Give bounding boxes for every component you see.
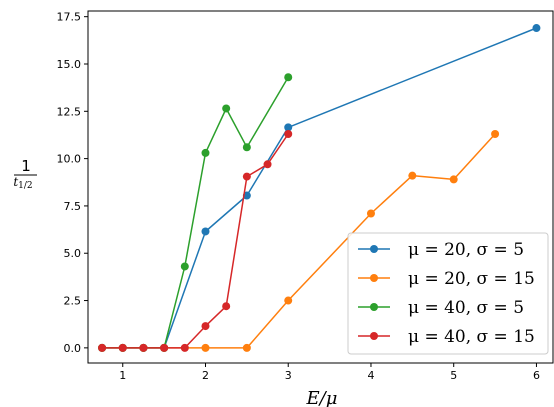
data-point (284, 73, 293, 82)
data-point (284, 130, 293, 139)
y-tick-label: 2.5 (64, 295, 82, 308)
data-point (201, 343, 210, 352)
x-tick-label: 3 (285, 369, 292, 382)
y-tick-label: 5.0 (64, 247, 82, 260)
x-tick-label: 1 (119, 369, 126, 382)
y-tick-label: 10.0 (57, 153, 82, 166)
data-point (532, 24, 541, 33)
data-point (201, 322, 210, 331)
series-line (102, 76, 289, 349)
data-point (242, 172, 251, 181)
data-point (242, 143, 251, 152)
series-4 (98, 130, 293, 352)
data-point (408, 171, 417, 180)
y-axis-label-numerator: 1 (21, 157, 31, 175)
legend-box (347, 232, 549, 355)
x-tick-label: 4 (367, 369, 374, 382)
legend-item: μ = 20, σ = 5 (358, 240, 524, 260)
legend-swatch-marker (370, 303, 378, 311)
y-axis-label-t: t (13, 175, 18, 189)
legend: μ = 20, σ = 5 μ = 20, σ = 15 μ = 40, σ = 5… (347, 232, 549, 355)
data-point (201, 227, 210, 236)
data-point (180, 343, 189, 352)
plot-frame (87, 10, 554, 364)
y-axis-label: 1 t1/2 (13, 157, 37, 191)
legend-item: μ = 40, σ = 15 (358, 327, 535, 347)
series-3 (98, 73, 293, 352)
y-tick-label: 0.0 (64, 342, 82, 355)
legend-label: μ = 20, σ = 5 (408, 240, 524, 260)
data-point (118, 343, 127, 352)
legend-swatch-marker (370, 332, 378, 340)
data-point (284, 123, 293, 132)
series-line (102, 133, 289, 349)
x-tick-label: 2 (202, 369, 209, 382)
legend-swatch-marker (370, 274, 378, 282)
data-point (242, 343, 251, 352)
legend-item: μ = 20, σ = 15 (358, 269, 535, 289)
series-layer (98, 24, 541, 352)
ticks-layer: 1 2 3 4 5 6 0.0 2.5 5.0 7.5 10.0 12.5 15.0 17.5 (57, 11, 540, 382)
legend-label: μ = 20, σ = 15 (408, 269, 535, 289)
data-point (160, 343, 169, 352)
y-tick-label: 17.5 (57, 11, 82, 24)
y-axis-label-subscript: 1/2 (18, 181, 32, 191)
x-tick-label: 6 (533, 369, 540, 382)
y-tick-label: 15.0 (57, 58, 82, 71)
legend-label: μ = 40, σ = 5 (408, 298, 524, 318)
data-point (491, 130, 500, 139)
x-axis-label: E/μ (306, 388, 338, 407)
data-point (366, 209, 375, 218)
data-point (222, 302, 231, 311)
data-point (284, 296, 293, 305)
legend-swatch-marker (370, 245, 378, 253)
legend-label: μ = 40, σ = 15 (408, 327, 535, 347)
y-axis-label-denominator: t1/2 (13, 175, 32, 191)
y-tick-label: 7.5 (64, 200, 82, 213)
data-point (180, 262, 189, 271)
data-point (201, 148, 210, 157)
data-point (222, 104, 231, 113)
data-point (449, 175, 458, 184)
y-tick-label: 12.5 (57, 105, 82, 118)
data-point (139, 343, 148, 352)
data-point (98, 343, 107, 352)
data-point (263, 160, 272, 169)
legend-item: μ = 40, σ = 5 (358, 298, 524, 318)
x-tick-label: 5 (450, 369, 457, 382)
